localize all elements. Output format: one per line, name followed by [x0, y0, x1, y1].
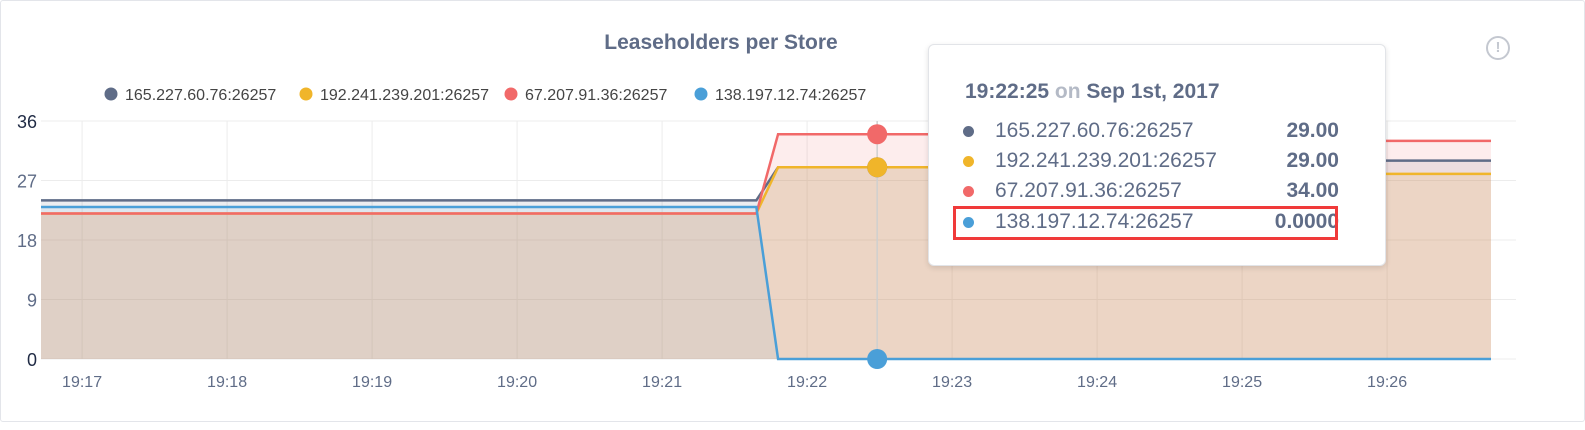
- tooltip-on: on: [1054, 80, 1081, 103]
- tooltip-series-value: 0.0000: [1274, 210, 1339, 233]
- legend-label: 67.207.91.36:26257: [525, 87, 667, 104]
- tooltip-series-value: 34.00: [1286, 179, 1339, 202]
- tooltip-series-name: 165.227.60.76:26257: [995, 119, 1194, 142]
- tooltip-series-name: 138.197.12.74:26257: [995, 210, 1194, 233]
- tooltip-row: 165.227.60.76:26257 29.00: [959, 117, 1339, 147]
- tooltip: 19:22:25 on Sep 1st, 2017 165.227.60.76:…: [928, 44, 1386, 266]
- hover-point: [867, 157, 888, 178]
- series-line: [41, 205, 1491, 361]
- hover-point: [867, 124, 888, 145]
- legend-dot-icon: [504, 87, 518, 101]
- legend-label: 192.241.239.201:26257: [320, 87, 489, 104]
- x-tick-label: 19:19: [352, 374, 392, 391]
- tooltip-header: 19:22:25 on Sep 1st, 2017: [965, 80, 1220, 104]
- tooltip-time: 19:22:25: [965, 80, 1050, 103]
- info-circle-icon[interactable]: !: [1486, 36, 1510, 60]
- y-tick-label: 27: [17, 172, 37, 192]
- y-tick-label: 9: [27, 291, 37, 311]
- x-tick-label: 19:22: [787, 374, 827, 391]
- highlight-box: [953, 206, 1338, 240]
- legend-label: 138.197.12.74:26257: [715, 87, 866, 104]
- hover-point: [867, 349, 888, 369]
- series-dot-icon: [963, 217, 974, 228]
- y-tick-label: 18: [17, 231, 37, 251]
- tooltip-series-name: 192.241.239.201:26257: [995, 149, 1217, 172]
- tooltip-series-value: 29.00: [1286, 149, 1339, 172]
- series-dot-icon: [963, 186, 974, 197]
- tooltip-row: 67.207.91.36:26257 34.00: [959, 177, 1339, 207]
- tooltip-date: Sep 1st, 2017: [1086, 80, 1220, 103]
- tooltip-series-value: 29.00: [1286, 119, 1339, 142]
- tooltip-row: 138.197.12.74:26257 0.0000: [959, 208, 1339, 238]
- legend-dot-icon: [104, 87, 118, 101]
- x-tick-label: 19:18: [207, 374, 247, 391]
- x-tick-label: 19:24: [1077, 374, 1117, 391]
- series-dot-icon: [963, 126, 974, 137]
- y-tick-label: 36: [17, 112, 37, 132]
- x-tick-label: 19:25: [1222, 374, 1262, 391]
- tooltip-row: 192.241.239.201:26257 29.00: [959, 147, 1339, 177]
- chart-title: Leaseholders per Store: [604, 31, 838, 54]
- y-tick-label: 0: [27, 350, 37, 370]
- tooltip-series-name: 67.207.91.36:26257: [995, 179, 1182, 202]
- x-tick-label: 19:26: [1367, 374, 1407, 391]
- legend-label: 165.227.60.76:26257: [125, 87, 276, 104]
- legend-dot-icon: [694, 87, 708, 101]
- legend-dot-icon: [299, 87, 313, 101]
- series-dot-icon: [963, 156, 974, 167]
- x-tick-label: 19:17: [62, 374, 102, 391]
- x-tick-label: 19:23: [932, 374, 972, 391]
- x-tick-label: 19:20: [497, 374, 537, 391]
- x-tick-label: 19:21: [642, 374, 682, 391]
